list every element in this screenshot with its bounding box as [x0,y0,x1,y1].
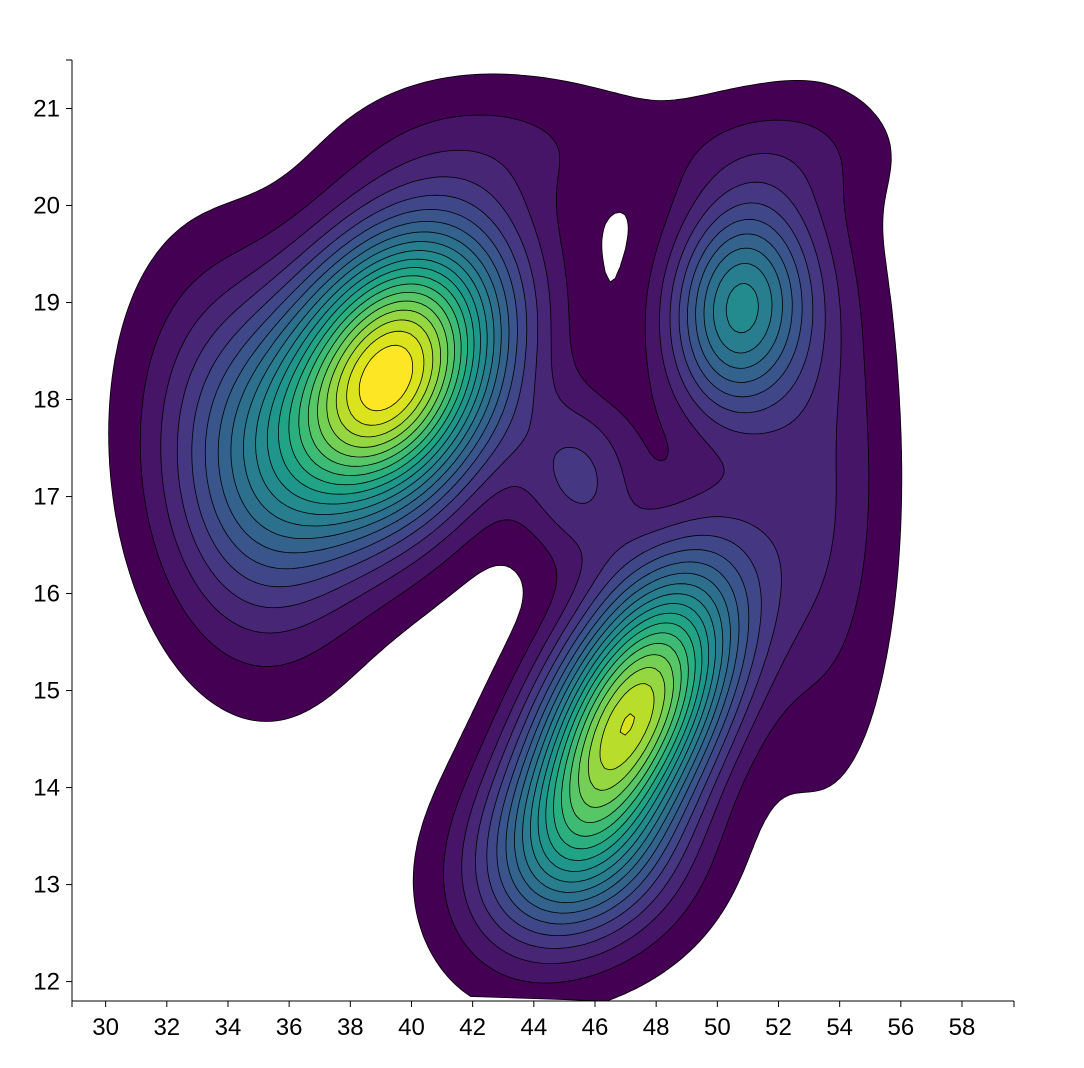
y-tick-label: 18 [33,387,60,414]
x-tick-label: 30 [92,1014,119,1041]
density-level-20 [358,344,414,412]
x-tick-label: 46 [582,1014,609,1041]
x-tick-label: 48 [643,1014,670,1041]
x-tick-label: 38 [337,1014,364,1041]
x-tick-label: 44 [520,1014,547,1041]
x-axis-ticks: 30 32 34 36 38 40 42 44 46 48 50 52 54 56 58 [71,1001,1015,1041]
x-tick-label: 42 [459,1014,486,1041]
density-contours [108,73,903,1002]
y-tick-label: 19 [33,290,60,317]
x-tick-label: 58 [949,1014,976,1041]
y-tick-label: 17 [33,484,60,511]
y-tick-label: 15 [33,678,60,705]
x-tick-label: 50 [704,1014,731,1041]
x-tick-label: 56 [887,1014,914,1041]
y-tick-label: 16 [33,581,60,608]
x-tick-label: 32 [153,1014,180,1041]
x-tick-label: 34 [215,1014,242,1041]
x-tick-label: 40 [398,1014,425,1041]
axes: 30 32 34 36 38 40 42 44 46 48 50 52 54 56 58 121314151… [33,59,1015,1041]
y-tick-label: 20 [33,193,60,220]
y-tick-label: 14 [33,775,60,802]
y-tick-label: 12 [33,969,60,996]
x-tick-label: 52 [765,1014,792,1041]
x-tick-label: 36 [276,1014,303,1041]
x-tick-label: 54 [826,1014,853,1041]
y-tick-label: 13 [33,872,60,899]
y-axis-ticks: 12 13 14 15 16 17 18 19 20 21 [33,59,72,996]
y-tick-label: 21 [33,96,60,123]
